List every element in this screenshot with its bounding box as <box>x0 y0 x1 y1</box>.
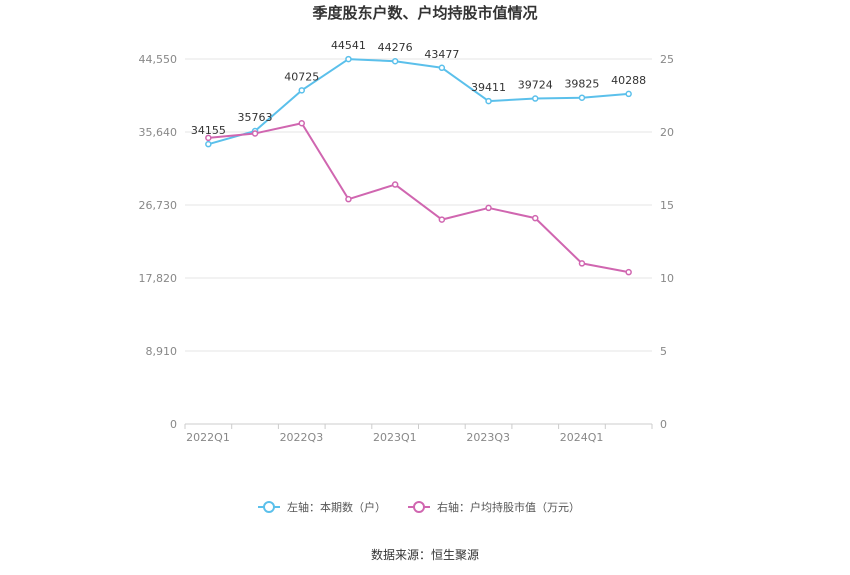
right-axis-tick-label: 15 <box>660 199 674 212</box>
data-point <box>205 134 212 142</box>
right-axis-tick-label: 0 <box>660 418 667 431</box>
x-axis-tick-label: 2023Q1 <box>373 431 417 444</box>
data-point <box>298 87 305 94</box>
data-label: 40288 <box>611 74 646 87</box>
data-point <box>625 90 632 98</box>
data-point <box>391 57 399 65</box>
legend-label-1: 左轴：本期数（户） <box>287 500 386 514</box>
legend-marker-1 <box>263 501 275 513</box>
data-label: 39724 <box>518 79 553 92</box>
x-axis-tick-label: 2024Q1 <box>560 431 604 444</box>
data-point <box>298 119 305 127</box>
data-point <box>485 204 492 212</box>
left-axis-tick-label: 35,640 <box>139 126 178 139</box>
data-point <box>625 268 632 276</box>
right-axis-tick-label: 20 <box>660 126 674 139</box>
series-line-2 <box>208 122 629 274</box>
left-axis-tick-label: 44,550 <box>139 53 178 66</box>
series-layer <box>205 55 632 276</box>
chart-title: 季度股东户数、户均持股市值情况 <box>312 4 537 22</box>
x-axis-tick-label: 2023Q3 <box>466 431 510 444</box>
data-label: 35763 <box>238 111 273 124</box>
data-point <box>345 195 352 203</box>
data-label: 44541 <box>331 39 366 52</box>
data-point <box>485 97 492 105</box>
data-point <box>532 214 539 222</box>
left-axis-tick-label: 0 <box>170 418 177 431</box>
grid-layer <box>185 58 652 352</box>
series-line-1 <box>208 58 629 146</box>
data-point <box>345 55 352 63</box>
data-label: 39825 <box>564 78 599 91</box>
data-point <box>438 216 446 223</box>
legend-marker-2 <box>413 501 425 513</box>
data-point <box>251 130 259 137</box>
left-axis-tick-label: 17,820 <box>139 272 178 285</box>
left-axis-tick-label: 26,730 <box>139 199 178 212</box>
axis-layer: 0 8,910 17,820 26,730 35,640 44,550 0 5 10 15 20 25… <box>139 53 675 444</box>
data-label: 39411 <box>471 81 506 94</box>
data-point <box>438 64 446 72</box>
right-axis-tick-label: 5 <box>660 345 667 358</box>
data-point <box>532 95 539 102</box>
legend-label-2: 右轴：户均持股市值（万元） <box>437 500 580 514</box>
data-point <box>578 260 586 267</box>
data-label: 43477 <box>424 48 459 61</box>
data-label: 34155 <box>191 124 226 137</box>
data-label: 44276 <box>378 41 413 54</box>
source-note: 数据来源：恒生聚源 <box>371 547 479 562</box>
legend: 左轴：本期数（户） 右轴：户均持股市值（万元） <box>258 500 580 514</box>
right-axis-tick-label: 25 <box>660 53 674 66</box>
data-point <box>391 181 399 188</box>
x-axis-tick-label: 2022Q3 <box>280 431 324 444</box>
right-axis-tick-label: 10 <box>660 272 674 285</box>
label-layer: 34155 35763 40725 44541 44276 43477 39411 39724… <box>191 39 646 137</box>
x-axis-tick-label: 2022Q1 <box>186 431 230 444</box>
data-label: 40725 <box>284 70 319 83</box>
data-point <box>578 94 586 101</box>
data-point <box>205 140 212 148</box>
left-axis-tick-label: 8,910 <box>146 345 178 358</box>
